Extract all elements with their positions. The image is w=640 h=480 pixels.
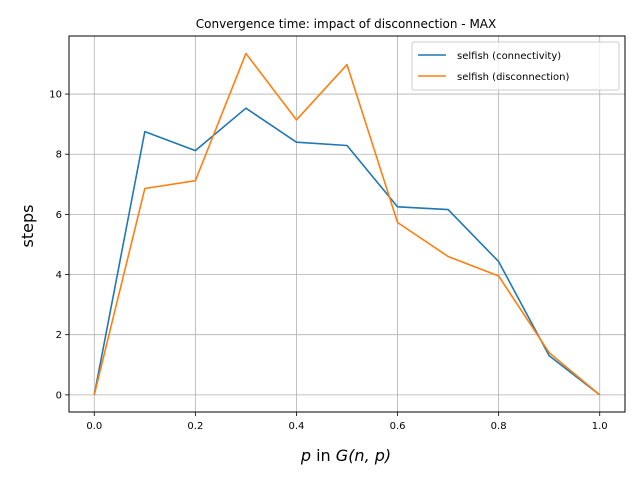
y-tick-label: 4	[56, 270, 62, 281]
grid	[69, 36, 625, 412]
plot-frame	[68, 35, 626, 413]
y-tick-label: 6	[56, 210, 62, 221]
x-tick-label: 1.0	[592, 421, 608, 432]
series-line-connectivity	[93, 107, 601, 396]
y-axis-label: steps	[18, 205, 37, 248]
legend: selfish (connectivity) selfish (disconne…	[411, 41, 620, 91]
legend-box	[411, 41, 620, 91]
y-tick-label: 8	[56, 150, 62, 161]
x-tick-label: 0.2	[187, 421, 203, 432]
series-line-disconnection	[93, 52, 601, 396]
legend-label-connectivity: selfish (connectivity)	[457, 51, 561, 62]
x-tick-label: 0.6	[390, 421, 406, 432]
chart-title: Convergence time: impact of disconnectio…	[196, 17, 496, 31]
x-tick-label: 0.8	[491, 421, 507, 432]
y-tick-label: 2	[56, 330, 62, 341]
ticks: 0.0 0.2 0.4 0.6 0.8 1.0 0 2 4 6 8 10	[49, 90, 607, 432]
y-tick-label: 0	[56, 390, 62, 401]
y-tick-label: 10	[49, 90, 62, 101]
x-tick-label: 0.0	[86, 421, 102, 432]
legend-label-disconnection: selfish (disconnection)	[457, 72, 570, 83]
x-tick-label: 0.4	[289, 421, 305, 432]
series-lines	[93, 52, 601, 396]
x-axis-label: p in G(n, p)	[300, 446, 391, 465]
